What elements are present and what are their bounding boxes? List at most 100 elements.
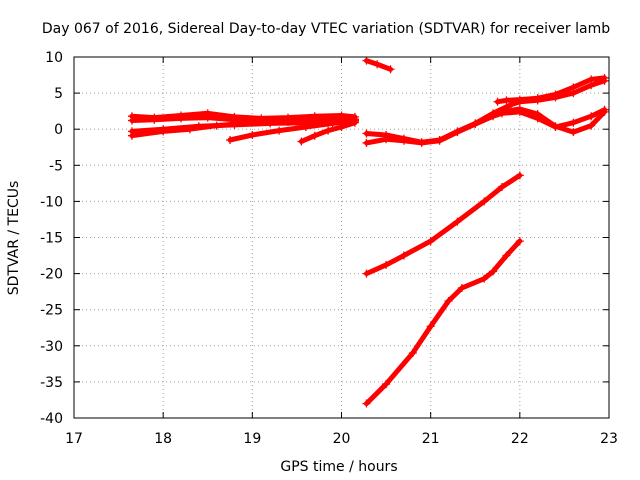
series-13 xyxy=(362,237,524,408)
x-tick-label: 22 xyxy=(511,431,529,447)
data-point xyxy=(569,118,578,127)
data-point xyxy=(382,380,391,389)
data-point xyxy=(600,105,609,114)
data-point xyxy=(301,123,310,132)
data-point xyxy=(515,237,524,246)
data-point xyxy=(426,237,435,246)
data-point xyxy=(350,118,359,127)
data-point xyxy=(426,322,435,331)
data-point xyxy=(373,60,382,69)
data-point xyxy=(159,125,168,134)
data-point xyxy=(297,137,306,146)
y-tick-label: -25 xyxy=(40,303,63,319)
data-point xyxy=(248,130,257,139)
data-point xyxy=(453,217,462,226)
data-point xyxy=(382,260,391,269)
series-10 xyxy=(493,73,609,106)
series-trace xyxy=(364,58,393,72)
data-point xyxy=(417,138,426,147)
data-point xyxy=(502,251,511,260)
data-point xyxy=(569,128,578,137)
data-point xyxy=(600,73,609,82)
x-tick-label: 21 xyxy=(422,431,440,447)
data-points xyxy=(127,56,609,408)
data-point xyxy=(471,120,480,129)
data-point xyxy=(275,126,284,135)
series-9 xyxy=(362,104,609,147)
data-point xyxy=(324,126,333,135)
data-point xyxy=(435,136,444,145)
data-point xyxy=(266,119,275,128)
y-tick-label: -35 xyxy=(40,375,63,391)
data-point xyxy=(551,90,560,99)
y-axis-label: SDTVAR / TECUs xyxy=(6,181,22,296)
data-point xyxy=(386,65,395,74)
data-point xyxy=(194,122,203,131)
series-7 xyxy=(362,56,395,74)
data-point xyxy=(480,197,489,206)
data-point xyxy=(127,116,136,125)
data-point xyxy=(310,131,319,140)
data-point xyxy=(515,107,524,116)
data-point xyxy=(480,274,489,283)
data-point xyxy=(399,251,408,260)
chart-title: Day 067 of 2016, Sidereal Day-to-day VTE… xyxy=(42,21,610,37)
data-point xyxy=(587,121,596,130)
y-tick-label: -40 xyxy=(40,411,63,427)
data-point xyxy=(127,127,136,136)
data-point xyxy=(362,269,371,278)
data-point xyxy=(551,123,560,132)
y-tick-label: -20 xyxy=(40,267,63,283)
data-point xyxy=(489,112,498,121)
data-point xyxy=(453,128,462,137)
y-tick-label: 0 xyxy=(54,122,63,138)
data-point xyxy=(502,96,511,105)
data-point xyxy=(399,136,408,145)
data-point xyxy=(362,138,371,147)
data-point xyxy=(457,284,466,293)
data-point xyxy=(362,399,371,408)
data-point xyxy=(489,267,498,276)
data-point xyxy=(498,182,506,191)
series-6 xyxy=(297,118,359,146)
data-point xyxy=(515,95,524,104)
x-tick-label: 20 xyxy=(333,431,351,447)
data-point xyxy=(203,113,212,122)
y-tick-label: 10 xyxy=(45,50,63,66)
data-point xyxy=(533,114,542,123)
data-point xyxy=(328,119,337,128)
x-tick-label: 17 xyxy=(65,431,83,447)
series-12 xyxy=(362,171,524,278)
data-point xyxy=(230,120,239,129)
series-5 xyxy=(226,116,359,145)
y-tick-label: 5 xyxy=(54,86,63,102)
x-tick-label: 19 xyxy=(243,431,261,447)
plot-frame xyxy=(73,56,610,419)
data-point xyxy=(515,171,524,180)
x-tick-label: 23 xyxy=(600,431,618,447)
axis-ticks: 17 18 19 20 21 22 23 -40 -35 -30 -25 -20 -15 -10 -5 0 5 1… xyxy=(40,50,618,447)
series-11 xyxy=(498,105,609,132)
y-tick-label: -30 xyxy=(40,339,63,355)
data-point xyxy=(362,56,371,65)
x-axis-label: GPS time / hours xyxy=(280,459,397,475)
y-tick-label: -5 xyxy=(49,158,63,174)
y-tick-label: -10 xyxy=(40,194,63,210)
data-point xyxy=(362,129,371,138)
data-point xyxy=(337,123,346,132)
data-point xyxy=(408,349,417,358)
data-point xyxy=(498,109,506,118)
series-trace xyxy=(364,238,523,407)
data-point xyxy=(569,83,578,92)
data-point xyxy=(382,135,391,144)
data-point xyxy=(493,97,502,106)
data-point xyxy=(177,114,185,123)
x-tick-label: 18 xyxy=(154,431,172,447)
data-point xyxy=(444,297,453,306)
y-tick-label: -15 xyxy=(40,231,63,247)
data-point xyxy=(150,115,159,124)
data-point xyxy=(587,75,596,84)
series-trace xyxy=(364,172,523,277)
data-point xyxy=(533,94,542,103)
